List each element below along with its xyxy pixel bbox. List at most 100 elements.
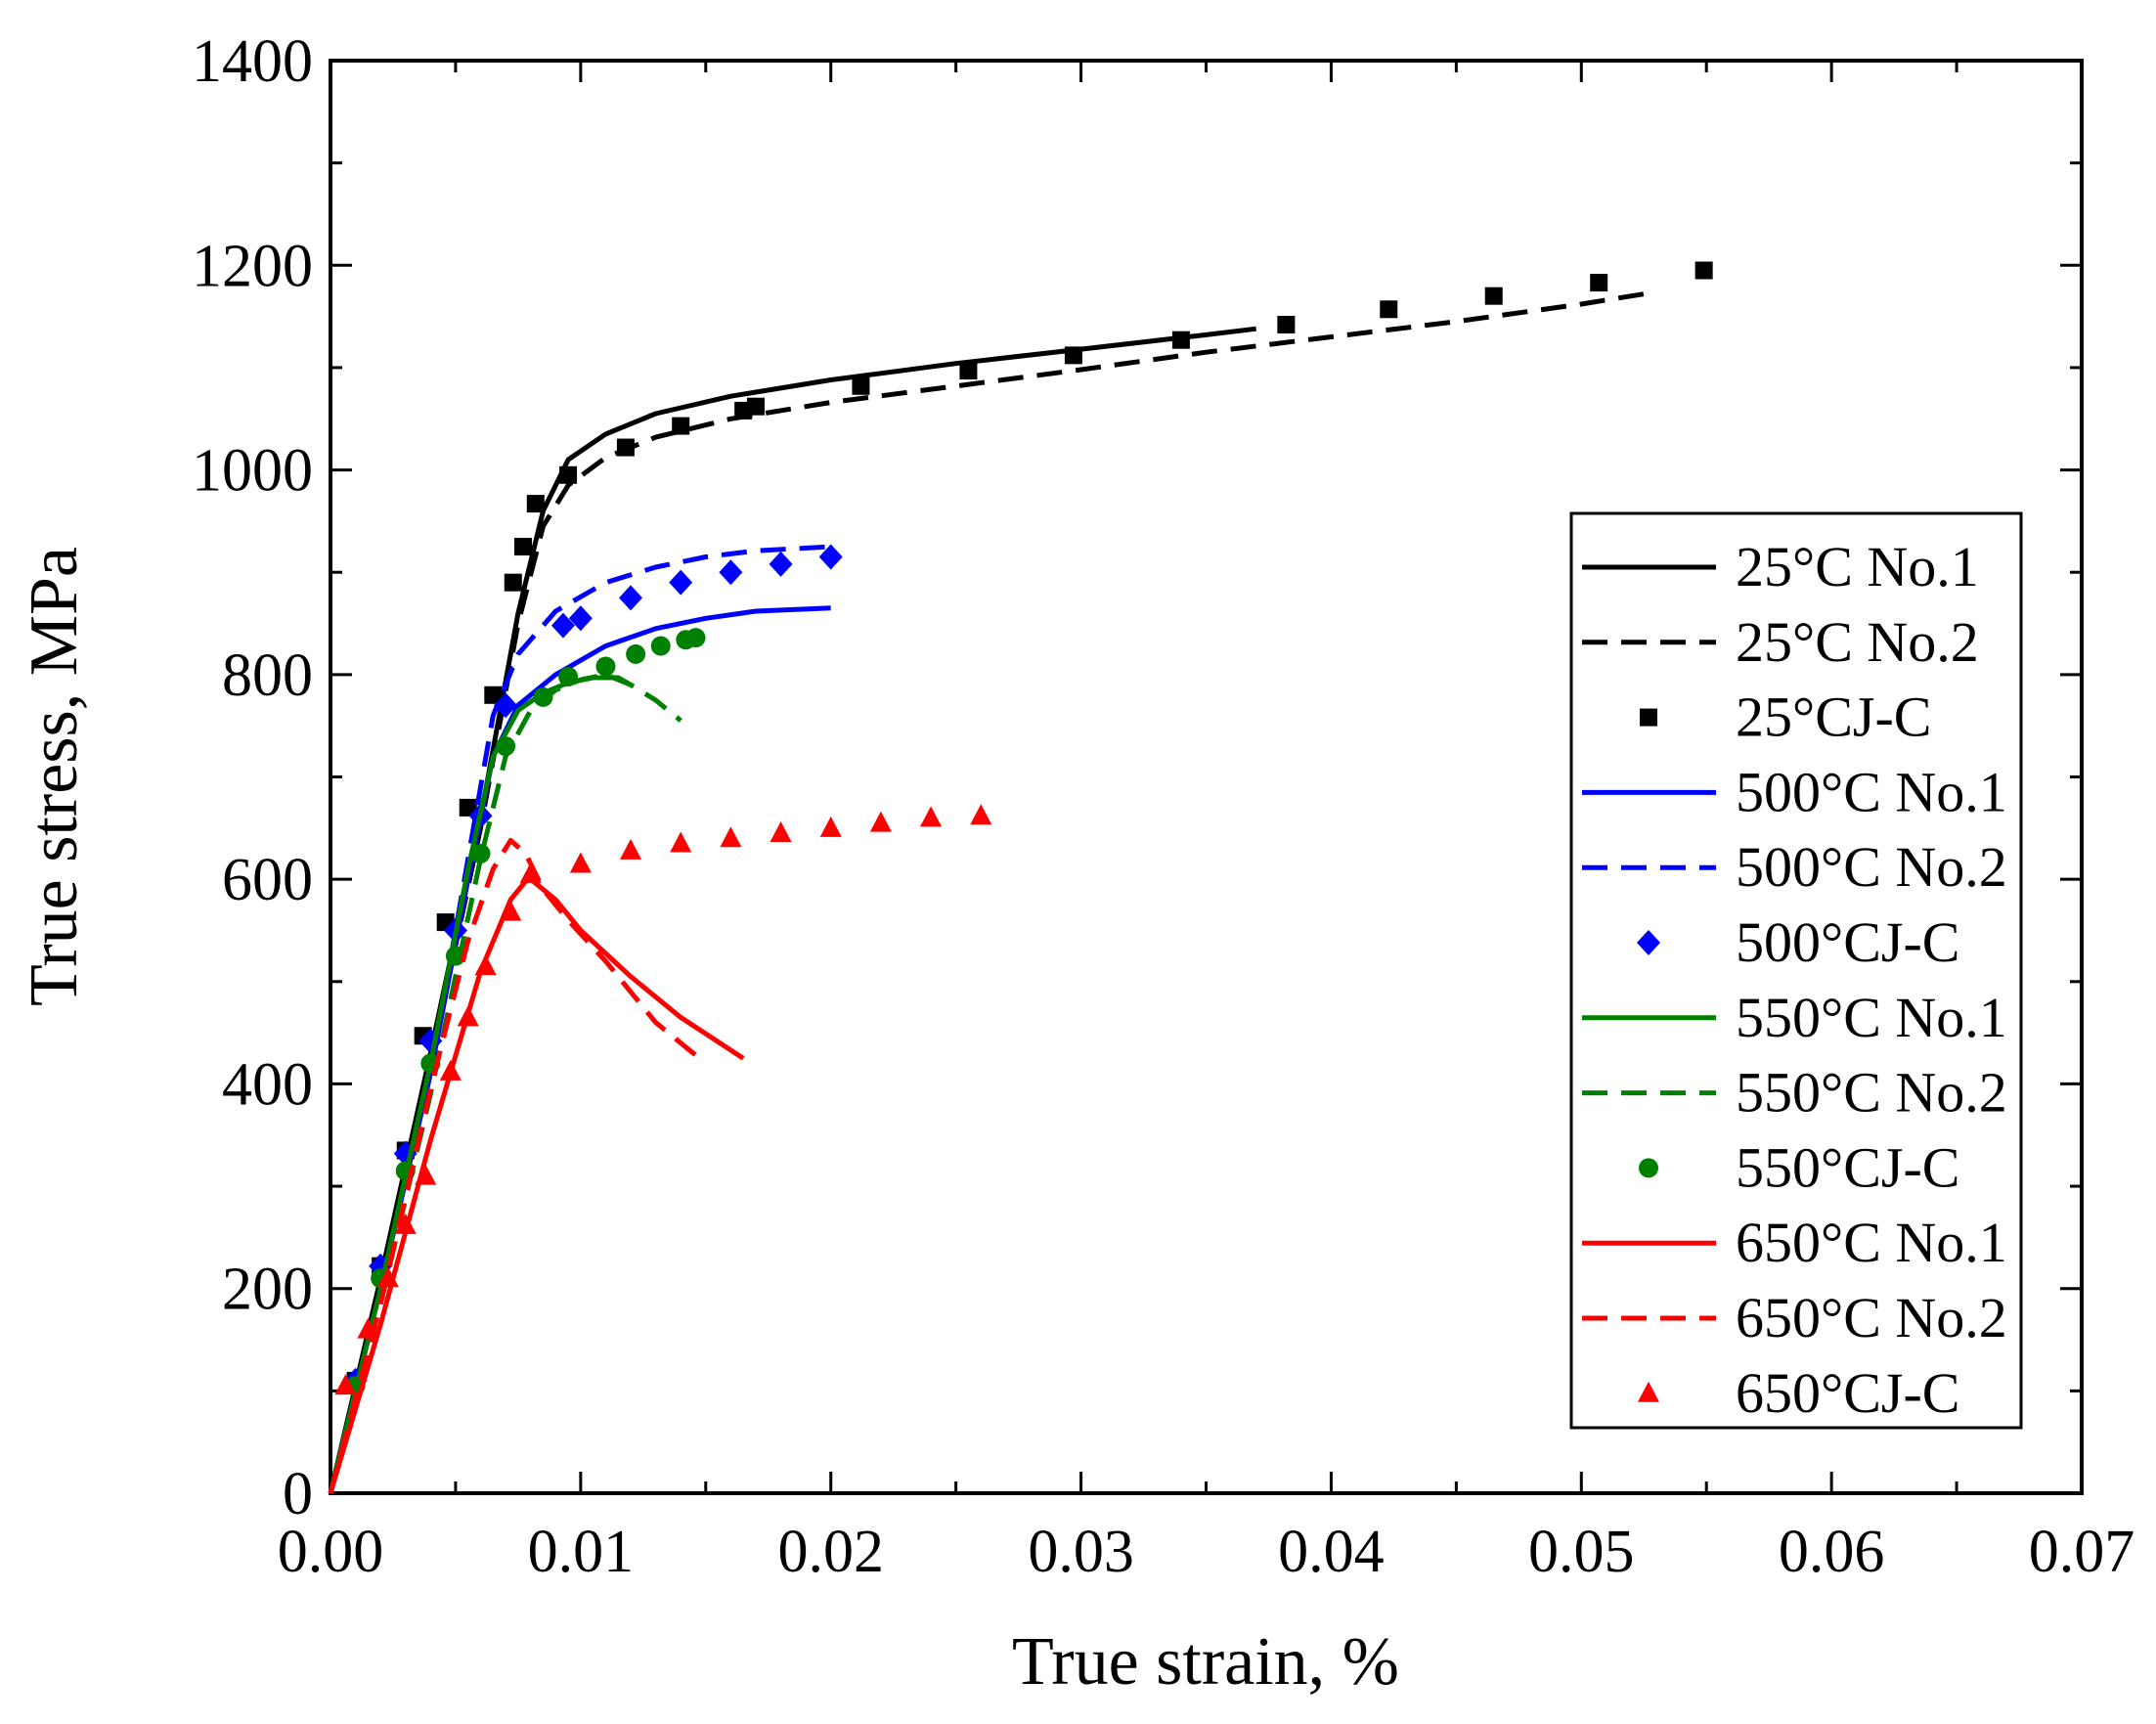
data-point <box>504 573 522 592</box>
legend-item-500c-no-1: 500°C No.1 <box>1582 760 2007 823</box>
series-500c-no-2 <box>328 544 831 1494</box>
series-500cj-c <box>343 544 843 1393</box>
data-point <box>1694 261 1713 280</box>
data-point <box>1171 331 1190 349</box>
data-point <box>569 852 592 873</box>
legend-label: 550°CJ-C <box>1736 1135 1959 1199</box>
data-point <box>970 804 992 825</box>
y-tick-label: 400 <box>222 1051 313 1118</box>
data-point <box>595 656 616 677</box>
data-point <box>558 666 579 686</box>
x-axis-title: True strain, % <box>1012 1624 1399 1700</box>
legend-item-500cj-c: 500°CJ-C <box>1637 910 1959 974</box>
data-point <box>672 417 690 435</box>
series-650cj-c <box>334 804 992 1395</box>
series-line <box>328 605 831 1494</box>
x-tick-label: 0.04 <box>1278 1519 1385 1585</box>
legend-item-650c-no-2: 650°C No.2 <box>1582 1286 2007 1349</box>
series-line <box>328 876 745 1494</box>
legend-label: 650°C No.1 <box>1736 1211 2007 1274</box>
legend-label: 550°C No.1 <box>1736 986 2007 1049</box>
legend-label: 650°CJ-C <box>1736 1361 1959 1425</box>
series-550cj-c <box>345 628 706 1396</box>
data-point <box>1484 287 1503 305</box>
series-25c-no-2 <box>328 291 1645 1494</box>
data-point <box>526 495 545 513</box>
y-tick-label: 1400 <box>192 28 313 95</box>
y-tick-labels: 0 200 400 600 800 1000 1200 1400 <box>192 28 313 1527</box>
data-point <box>474 954 497 976</box>
data-point <box>470 843 491 863</box>
y-tick-label: 600 <box>222 847 313 913</box>
data-point <box>818 544 843 570</box>
series-550c-no-1 <box>328 675 633 1494</box>
y-tick-label: 0 <box>283 1461 313 1527</box>
data-point <box>959 362 978 380</box>
data-point <box>920 806 943 827</box>
data-point <box>626 643 646 664</box>
legend-swatch <box>1638 1381 1659 1402</box>
x-tick-label: 0.02 <box>777 1519 884 1585</box>
x-tick-labels: 0.00 0.01 0.02 0.03 0.04 0.05 0.06 0.07 <box>278 1519 2135 1585</box>
x-tick-label: 0.00 <box>278 1519 384 1585</box>
data-point <box>484 685 503 704</box>
series-layer <box>328 261 1713 1494</box>
data-point <box>869 811 892 832</box>
data-point <box>746 397 765 416</box>
data-point <box>685 628 706 648</box>
data-point <box>719 559 743 586</box>
data-point <box>494 692 518 719</box>
data-point <box>357 1317 379 1339</box>
legend-item-650cj-c: 650°CJ-C <box>1638 1361 1959 1425</box>
data-point <box>514 538 533 556</box>
data-point <box>533 686 553 707</box>
data-point <box>650 636 671 656</box>
data-point <box>769 551 793 577</box>
data-point <box>1277 315 1296 333</box>
series-25cj-c <box>346 261 1713 1390</box>
data-point <box>1380 300 1398 319</box>
legend-label: 550°C No.2 <box>1736 1061 2007 1125</box>
legend-item-500c-no-2: 500°C No.2 <box>1582 835 2007 899</box>
legend-item-650c-no-1: 650°C No.1 <box>1582 1211 2007 1274</box>
data-point <box>415 1164 437 1185</box>
data-point <box>852 376 870 395</box>
data-point <box>519 862 542 883</box>
legend-label: 650°C No.2 <box>1736 1286 2007 1349</box>
series-650c-no-2 <box>328 837 708 1494</box>
y-tick-label: 1000 <box>192 438 313 505</box>
axis-ticks <box>329 59 2084 1495</box>
legend-box <box>1569 511 2023 1430</box>
series-line <box>328 837 708 1494</box>
x-tick-label: 0.05 <box>1528 1519 1635 1585</box>
y-axis-title: True stress, MPa <box>17 547 92 1006</box>
series-550c-no-2 <box>328 672 682 1494</box>
data-point <box>496 736 516 757</box>
x-tick-label: 0.01 <box>528 1519 635 1585</box>
data-point <box>720 826 742 848</box>
y-tick-label: 800 <box>222 642 313 709</box>
legend-item-550c-no-2: 550°C No.2 <box>1582 1061 2007 1125</box>
legend-item-25c-no-1: 25°C No.1 <box>1582 535 1979 598</box>
legend-label: 25°C No.2 <box>1736 610 1979 674</box>
series-line <box>328 291 1645 1494</box>
series-line <box>328 675 633 1494</box>
series-line <box>328 672 682 1494</box>
legend-label: 500°C No.2 <box>1736 835 2007 899</box>
data-point <box>819 816 842 837</box>
data-point <box>559 465 578 484</box>
data-point <box>669 569 693 596</box>
x-tick-label: 0.03 <box>1028 1519 1134 1585</box>
data-point <box>619 585 643 611</box>
data-point <box>670 831 692 853</box>
legend-label: 25°C No.1 <box>1736 535 1979 598</box>
legend-label: 25°CJ-C <box>1736 685 1931 749</box>
series-line <box>328 544 831 1494</box>
legend-item-25cj-c: 25°CJ-C <box>1640 685 1931 749</box>
data-point <box>616 438 635 457</box>
legend-item-550c-no-1: 550°C No.1 <box>1582 986 2007 1049</box>
legend-swatch <box>1637 930 1660 955</box>
y-tick-label: 1200 <box>192 233 313 299</box>
data-point <box>1064 346 1082 365</box>
